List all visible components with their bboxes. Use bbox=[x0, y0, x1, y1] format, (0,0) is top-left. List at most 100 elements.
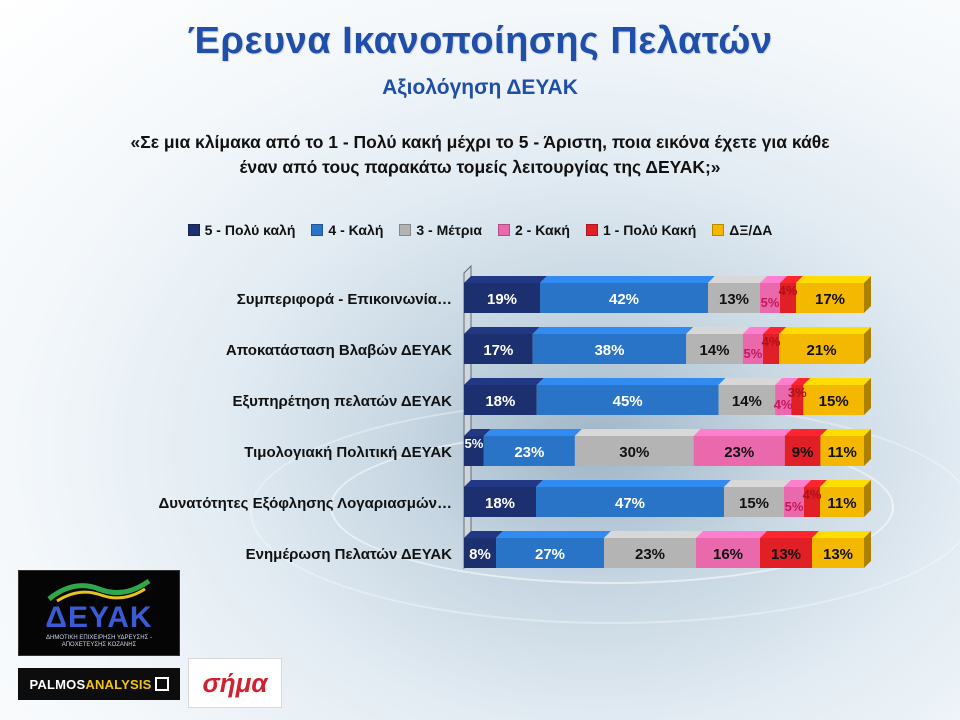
bar-segment bbox=[812, 538, 864, 568]
square-icon bbox=[154, 677, 169, 691]
bar-segment-side bbox=[864, 276, 871, 313]
bar-segment-top bbox=[742, 327, 770, 334]
palmos-analysis-logo: PALMOS ANALYSIS bbox=[18, 668, 180, 700]
data-label: 23% bbox=[724, 444, 754, 461]
bar-segment-top bbox=[483, 429, 582, 436]
data-label: 21% bbox=[807, 342, 837, 359]
data-label: 13% bbox=[719, 291, 749, 308]
bar-segment bbox=[718, 385, 776, 415]
category-label: Εξυπηρέτηση πελατών ΔΕΥΑΚ bbox=[232, 393, 452, 410]
data-label: 13% bbox=[771, 546, 801, 563]
bar-segment bbox=[496, 538, 604, 568]
legend-swatch bbox=[498, 224, 510, 236]
data-label: 3% bbox=[788, 385, 807, 400]
legend-label: 1 - Πολύ Κακή bbox=[602, 222, 697, 238]
bar-segment-top bbox=[464, 531, 503, 538]
legend-item: 3 - Μέτρια bbox=[399, 222, 482, 238]
bar-segment-top bbox=[724, 480, 791, 487]
bar-segment bbox=[464, 334, 533, 364]
bar-segment bbox=[696, 538, 760, 568]
legend-swatch bbox=[399, 224, 412, 236]
bar-segment-top bbox=[464, 276, 547, 283]
wave-icon bbox=[47, 578, 151, 603]
bar-segment-top bbox=[791, 378, 811, 385]
bar-segment-top bbox=[464, 429, 491, 436]
data-label: 13% bbox=[823, 546, 853, 563]
bar-segment bbox=[536, 385, 719, 415]
bar-segment bbox=[540, 283, 708, 313]
data-label: 4% bbox=[774, 397, 793, 412]
bar-segment bbox=[784, 487, 804, 517]
survey-question: «Σε μια κλίμακα από το 1 - Πολύ κακή μέχ… bbox=[130, 132, 830, 177]
bar-segment-top bbox=[718, 378, 783, 385]
data-label: 11% bbox=[828, 444, 857, 461]
bar-segment-top bbox=[574, 429, 701, 436]
bar-segment bbox=[762, 334, 780, 364]
data-label: 14% bbox=[699, 342, 729, 359]
bar-segment-top bbox=[804, 480, 827, 487]
bar-segment bbox=[803, 385, 864, 415]
bar-segment bbox=[820, 487, 864, 517]
data-label: 5% bbox=[761, 295, 780, 310]
category-label: Ενημέρωση Πελατών ΔΕΥΑΚ bbox=[246, 546, 452, 563]
palmos-logo-text: PALMOS bbox=[29, 676, 86, 692]
legend-label: 2 - Κακή bbox=[515, 222, 570, 238]
bar-segment bbox=[464, 436, 484, 466]
bar-segment bbox=[760, 538, 812, 568]
data-label: 42% bbox=[609, 291, 639, 308]
bar-segment-top bbox=[536, 378, 726, 385]
chart-legend: 5 - Πολύ καλή 4 - Καλή 3 - Μέτρια 2 - Κακή 1… bbox=[0, 222, 960, 238]
bar-segment bbox=[464, 487, 536, 517]
data-label: 5% bbox=[743, 346, 762, 361]
data-label: 14% bbox=[732, 393, 762, 410]
legend-item: 1 - Πολύ Κακή bbox=[585, 222, 697, 238]
bar-segment-side bbox=[864, 378, 871, 415]
data-label: 16% bbox=[713, 546, 743, 563]
bar-segment bbox=[536, 487, 724, 517]
bar-segment-top bbox=[693, 429, 792, 436]
data-label: 27% bbox=[535, 546, 565, 563]
bar-segment-top bbox=[604, 531, 703, 538]
bar-segment-top bbox=[775, 378, 799, 385]
bar-segment-top bbox=[464, 327, 540, 334]
legend-swatch bbox=[712, 224, 725, 236]
category-label: Δυνατότητες Εξόφλησης Λογαριασμών… bbox=[158, 495, 452, 512]
bar-segment bbox=[574, 436, 694, 466]
data-label: 5% bbox=[785, 499, 804, 514]
data-label: 23% bbox=[514, 444, 544, 461]
legend-swatch bbox=[311, 224, 324, 236]
data-label: 4% bbox=[779, 283, 798, 298]
legend-item: 2 - Κακή bbox=[498, 222, 570, 238]
bar-segment-top bbox=[762, 327, 787, 334]
data-label: 15% bbox=[739, 495, 769, 512]
page-title: Έρευνα Ικανοποίησης Πελατών bbox=[187, 20, 773, 62]
data-label: 9% bbox=[792, 444, 814, 461]
bar-segment bbox=[784, 436, 821, 466]
data-label: 15% bbox=[819, 393, 849, 410]
bar-segment-top bbox=[540, 276, 715, 283]
data-label: 18% bbox=[485, 393, 515, 410]
bar-segment bbox=[796, 283, 864, 313]
legend-label: ΔΞ/ΔΑ bbox=[729, 222, 773, 238]
data-label: 47% bbox=[615, 495, 645, 512]
data-label: 11% bbox=[827, 495, 856, 512]
bar-segment bbox=[742, 334, 763, 364]
bar-segment-side bbox=[864, 531, 871, 568]
deyak-logo-text: ΔΕΥΑΚ bbox=[45, 601, 153, 634]
legend-label: 4 - Καλή bbox=[328, 222, 384, 238]
bar-segment-top bbox=[820, 480, 871, 487]
bar-segment bbox=[532, 334, 687, 364]
bar-segment bbox=[724, 487, 784, 517]
data-label: 30% bbox=[619, 444, 649, 461]
bar-segment-top bbox=[532, 327, 694, 334]
bar-segment bbox=[464, 283, 540, 313]
data-label: 18% bbox=[485, 495, 515, 512]
legend-swatch bbox=[187, 224, 200, 236]
data-label: 17% bbox=[483, 342, 513, 359]
legend-label: 3 - Μέτρια bbox=[416, 222, 482, 238]
legend-label: 5 - Πολύ καλή bbox=[204, 222, 296, 238]
bar-segment-top bbox=[760, 531, 819, 538]
bar-segment-top bbox=[464, 480, 543, 487]
bar-segment-top bbox=[760, 276, 787, 283]
